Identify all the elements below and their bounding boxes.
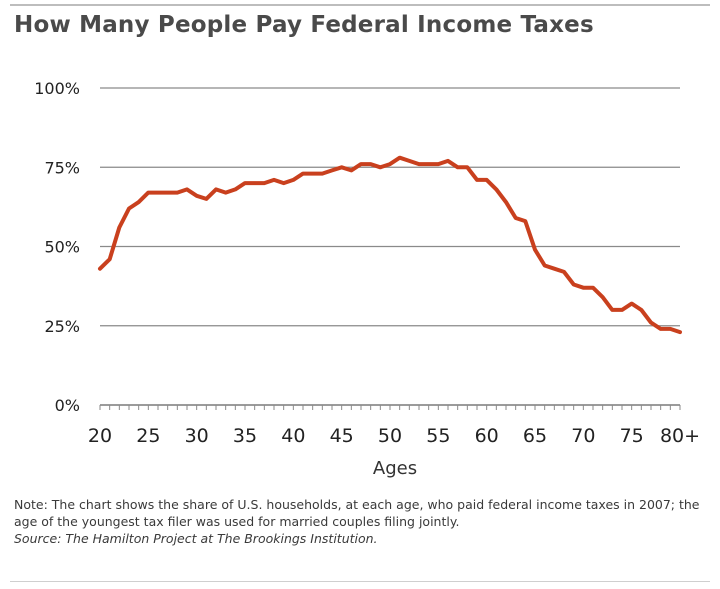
data-point (456, 165, 460, 169)
data-point (108, 257, 112, 261)
y-tick-label: 50% (44, 238, 80, 257)
source-text: Source: The Hamilton Project at The Broo… (14, 531, 378, 546)
data-point (224, 191, 228, 195)
data-point (543, 263, 547, 268)
x-tick-label: 80+ (660, 425, 700, 447)
x-axis (99, 404, 681, 410)
x-axis-label: Ages (373, 458, 417, 479)
data-point (514, 216, 518, 220)
data-point (552, 267, 556, 271)
chart-title: How Many People Pay Federal Income Taxes (14, 12, 594, 38)
data-point (185, 187, 189, 192)
data-line (98, 155, 682, 335)
data-point (117, 225, 121, 230)
data-point (330, 168, 334, 173)
data-point (523, 219, 527, 223)
data-point (262, 181, 266, 185)
top-rule (10, 4, 710, 6)
data-point (572, 282, 576, 287)
x-tick-label: 70 (571, 425, 595, 447)
data-point (156, 191, 160, 195)
data-point (678, 330, 682, 334)
data-point (417, 162, 421, 166)
x-tick-label: 35 (233, 425, 257, 447)
data-point (427, 162, 431, 166)
data-point (388, 162, 392, 166)
x-tick-label: 55 (426, 425, 450, 447)
data-point (581, 286, 585, 290)
data-point (311, 171, 315, 176)
x-tick-label: 75 (620, 425, 644, 447)
data-point (359, 162, 363, 166)
x-tick-label: 50 (378, 425, 402, 447)
data-point (272, 178, 276, 182)
data-point (630, 301, 634, 306)
data-point (233, 187, 237, 192)
data-point (127, 206, 131, 211)
x-tick-label: 30 (185, 425, 209, 447)
y-tick-label: 100% (34, 79, 80, 98)
data-point (195, 194, 199, 198)
data-point (137, 200, 141, 204)
data-point (620, 308, 624, 312)
x-tick-label: 65 (523, 425, 547, 447)
bottom-rule (10, 581, 710, 582)
data-point (398, 156, 402, 160)
data-point (465, 165, 469, 169)
data-point (533, 248, 537, 252)
x-tick-labels: 20 25 30 35 40 45 50 55 60 65 70 75 80+ (88, 425, 700, 447)
data-point (175, 191, 179, 195)
data-point (436, 162, 440, 166)
x-tick-label: 40 (281, 425, 305, 447)
x-tick-label: 25 (136, 425, 160, 447)
data-point (282, 181, 286, 185)
series-layer (98, 155, 682, 335)
data-point (659, 327, 663, 331)
data-point (320, 171, 324, 176)
y-tick-labels: 0% 25% 50% 75% 100% (34, 79, 80, 415)
y-tick-label: 75% (44, 158, 80, 177)
data-point (639, 308, 643, 312)
data-point (301, 171, 305, 176)
note-text: Note: The chart shows the share of U.S. … (14, 497, 700, 529)
y-tick-label: 0% (55, 396, 80, 415)
data-point (494, 187, 498, 192)
data-point (243, 181, 247, 185)
data-point (291, 178, 295, 182)
data-point (649, 320, 653, 325)
data-point (504, 200, 508, 204)
data-point (610, 308, 614, 312)
data-point (601, 295, 605, 299)
y-tick-label: 25% (44, 317, 80, 336)
data-point (253, 181, 257, 185)
data-point (349, 168, 353, 173)
data-point (369, 162, 373, 166)
data-point (146, 191, 150, 195)
data-point (475, 178, 479, 182)
x-tick-label: 45 (330, 425, 354, 447)
x-tick-label: 60 (475, 425, 499, 447)
data-point (378, 165, 382, 169)
data-point (485, 178, 489, 182)
data-point (98, 267, 102, 271)
chart-note: Note: The chart shows the share of U.S. … (14, 496, 704, 547)
data-point (668, 327, 672, 331)
data-point (562, 270, 566, 274)
data-point (214, 187, 218, 192)
data-point (204, 197, 208, 201)
data-point (166, 191, 170, 195)
data-point (407, 159, 411, 163)
data-point (446, 159, 450, 163)
data-point (591, 286, 595, 290)
data-point (340, 165, 344, 169)
x-tick-label: 20 (88, 425, 112, 447)
gridlines (100, 87, 680, 327)
